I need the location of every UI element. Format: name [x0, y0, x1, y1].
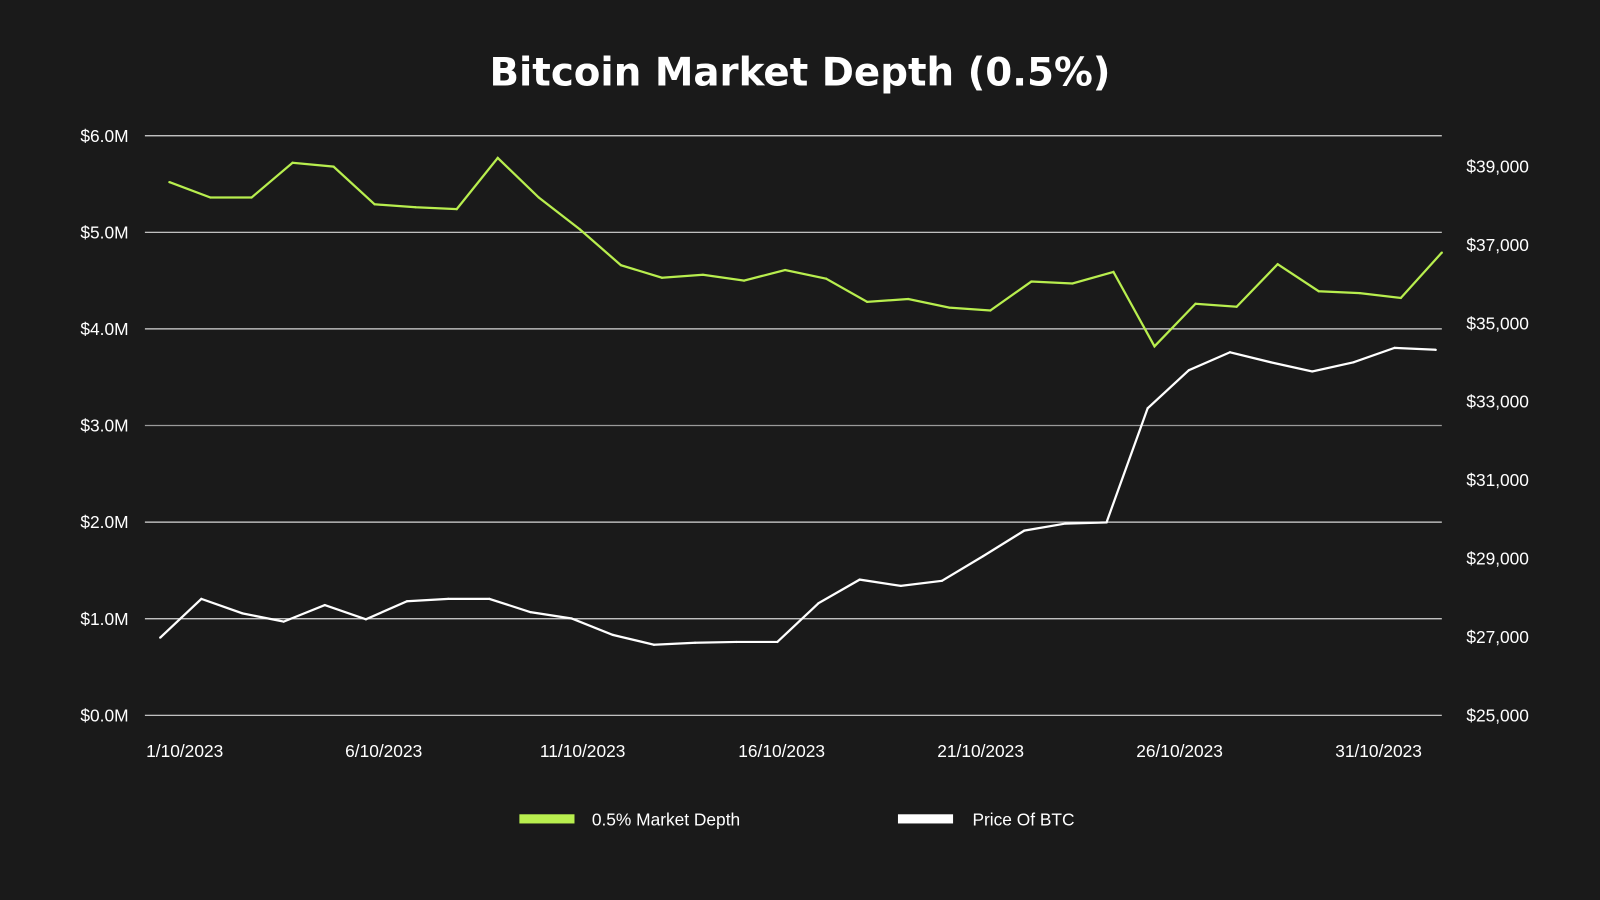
data-point — [1352, 361, 1355, 364]
data-point — [447, 597, 450, 600]
y-right-tick-label: $31,000 — [1466, 470, 1529, 490]
data-point — [742, 279, 746, 282]
data-point — [1023, 529, 1026, 532]
data-point — [776, 640, 779, 644]
data-point — [866, 300, 869, 303]
data-point — [660, 276, 664, 279]
data-point — [1317, 290, 1320, 293]
data-point — [1030, 280, 1033, 283]
data-point — [455, 208, 458, 211]
data-point — [570, 617, 573, 620]
data-point — [537, 196, 540, 199]
data-point — [1235, 305, 1238, 308]
data-point — [693, 641, 697, 644]
y-left-tick-label: $6.0M — [80, 126, 128, 146]
data-point — [1105, 521, 1108, 524]
data-point — [529, 611, 532, 614]
data-point — [332, 165, 335, 168]
series-line-price-btc — [159, 346, 1436, 646]
legend-swatch-market-depth — [519, 814, 575, 824]
data-point — [323, 603, 326, 607]
x-axis: 1/10/2023 6/10/2023 11/10/2023 16/10/2023 21… — [146, 741, 1422, 761]
data-point — [899, 584, 902, 588]
y-right-tick-label: $37,000 — [1466, 235, 1529, 255]
data-point — [735, 640, 738, 644]
data-point — [1358, 292, 1361, 295]
data-point — [652, 643, 656, 646]
left-axis: $6.0M $5.0M $4.0M $3.0M $2.0M $1.0M $0.0M — [80, 126, 128, 726]
data-point — [1399, 296, 1402, 300]
data-point — [1146, 407, 1149, 410]
data-point — [1270, 361, 1273, 364]
data-point — [488, 597, 491, 600]
data-point — [858, 578, 861, 581]
data-point — [1187, 369, 1190, 372]
data-point — [1276, 263, 1279, 266]
data-point — [250, 196, 253, 199]
x-tick-label: 26/10/2023 — [1136, 741, 1223, 761]
data-point — [364, 618, 368, 621]
y-left-tick-label: $1.0M — [80, 609, 128, 629]
data-point — [619, 264, 623, 267]
chart-title: Bitcoin Market Depth (0.5%) — [489, 51, 1110, 96]
data-point — [1064, 522, 1067, 525]
data-point — [1311, 370, 1314, 373]
data-point — [209, 196, 212, 199]
y-left-tick-label: $2.0M — [80, 512, 128, 532]
right-axis: $39,000 $37,000 $35,000 $33,000 $31,000 $29,0… — [1466, 156, 1529, 725]
y-right-tick-label: $33,000 — [1466, 392, 1529, 412]
data-point — [783, 268, 787, 272]
y-right-tick-label: $39,000 — [1466, 156, 1529, 176]
data-point — [241, 612, 244, 615]
x-tick-label: 21/10/2023 — [937, 741, 1024, 761]
data-point — [1228, 351, 1232, 354]
legend-label-market-depth: 0.5% Market Depth — [592, 810, 740, 830]
data-point — [817, 602, 820, 605]
data-point — [1112, 270, 1115, 274]
series-lines — [159, 156, 1443, 646]
data-point — [1440, 251, 1443, 254]
data-point — [611, 633, 614, 637]
data-point — [1393, 346, 1396, 350]
data-point — [1153, 345, 1156, 348]
data-point — [948, 306, 951, 309]
data-point — [291, 161, 294, 164]
x-tick-label: 1/10/2023 — [146, 741, 223, 761]
y-right-tick-label: $29,000 — [1466, 549, 1529, 569]
data-point — [940, 579, 944, 582]
data-point — [282, 620, 285, 623]
data-point — [168, 180, 171, 184]
y-right-tick-label: $25,000 — [1466, 705, 1529, 725]
y-right-tick-label: $27,000 — [1466, 627, 1529, 647]
data-point — [405, 600, 409, 603]
y-right-tick-label: $35,000 — [1466, 313, 1529, 333]
data-point — [1434, 348, 1437, 351]
data-point — [907, 297, 910, 301]
x-tick-label: 6/10/2023 — [345, 741, 422, 761]
data-point — [578, 228, 581, 231]
legend-label-price-btc: Price Of BTC — [972, 810, 1074, 830]
y-left-tick-label: $0.0M — [80, 705, 128, 725]
data-point — [414, 206, 417, 209]
y-left-tick-label: $5.0M — [80, 222, 128, 242]
x-tick-label: 31/10/2023 — [1335, 741, 1422, 761]
y-left-tick-label: $4.0M — [80, 319, 128, 339]
data-point — [159, 636, 162, 639]
data-point — [496, 156, 499, 160]
x-tick-label: 16/10/2023 — [738, 741, 825, 761]
data-point — [1071, 282, 1074, 285]
data-point — [701, 273, 705, 276]
series-line-market-depth — [168, 156, 1443, 349]
data-point — [200, 597, 203, 600]
x-tick-label: 11/10/2023 — [540, 741, 625, 761]
data-point — [825, 277, 828, 280]
legend-swatch-price-btc — [897, 814, 954, 824]
data-point — [1194, 302, 1197, 305]
data-point — [989, 309, 992, 312]
y-left-tick-label: $3.0M — [80, 416, 128, 436]
data-point — [373, 203, 376, 206]
data-point — [981, 554, 985, 558]
legend: 0.5% Market Depth Price Of BTC — [519, 810, 1075, 830]
